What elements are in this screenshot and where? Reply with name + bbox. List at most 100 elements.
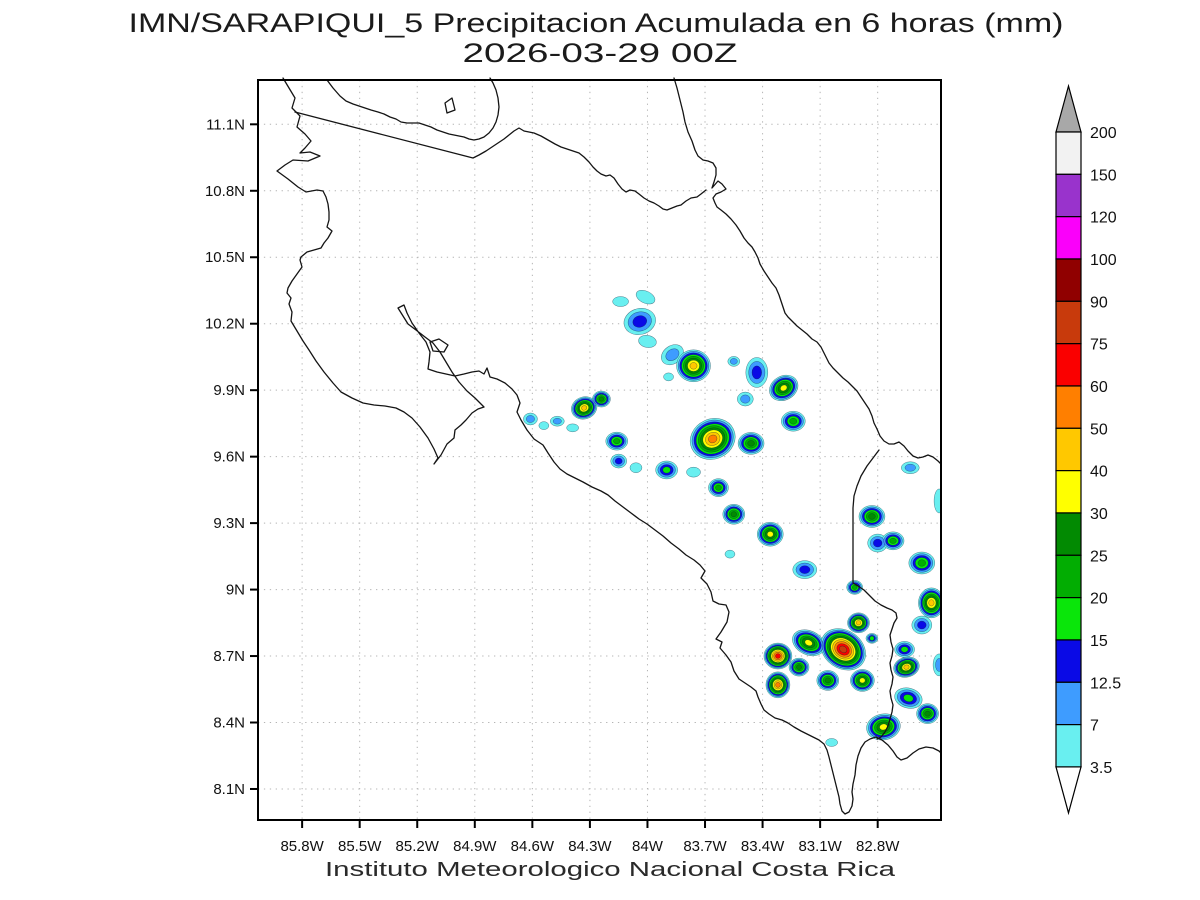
precip-contour (796, 664, 802, 670)
precip-contour (662, 466, 671, 474)
colorbar-swatch (1055, 681, 1082, 726)
y-tick-label: 9.3N (213, 515, 245, 532)
colorbar-swatch (1055, 131, 1082, 175)
precip-contour (635, 289, 656, 305)
precip-contour (873, 538, 883, 548)
precip-contour (715, 484, 722, 491)
precip-contour (852, 584, 858, 590)
precip-contour (917, 620, 927, 630)
x-tick-label: 83.1W (798, 838, 842, 855)
precip-contour (730, 511, 737, 518)
y-tick-label: 10.2N (205, 316, 245, 333)
precip-contour (566, 423, 579, 433)
precip-contour (928, 599, 935, 607)
precip-contour (538, 421, 550, 430)
precip-contour (598, 396, 605, 402)
x-tick-label: 82.8W (856, 838, 900, 855)
x-tick-label: 85.5W (338, 838, 382, 855)
chart-footer: Instituto Meteorologico Nacional Costa R… (325, 859, 896, 881)
precip-contour (804, 639, 813, 647)
colorbar-label: 50 (1090, 421, 1108, 438)
x-tick-label: 84.6W (511, 838, 555, 855)
precip-contour (751, 365, 762, 380)
precip-contour (824, 677, 831, 684)
precip-contour (825, 738, 838, 747)
colorbar-swatch (1055, 258, 1082, 302)
precip-contour (663, 372, 674, 382)
precip-contour (868, 513, 876, 520)
colorbar-label: 120 (1090, 210, 1117, 227)
precip-contour (612, 296, 629, 307)
y-tick-label: 10.5N (205, 249, 245, 266)
y-tick-label: 9N (226, 582, 245, 599)
colorbar-label: 25 (1090, 548, 1108, 565)
precip-contour (869, 635, 875, 641)
precip-contour (689, 362, 698, 370)
x-tick-label: 84W (632, 838, 664, 855)
precip-contour (904, 463, 916, 472)
colorbar-swatch (1055, 427, 1082, 472)
y-tick-label: 9.9N (213, 382, 245, 399)
precip-contour (665, 348, 680, 361)
y-tick-label: 8.1N (213, 781, 245, 798)
colorbar-label: 7 (1090, 718, 1099, 735)
colorbar-swatch (1055, 724, 1082, 768)
y-tick-label: 8.7N (213, 648, 245, 665)
coastline-path (326, 77, 500, 141)
coastline-path (673, 77, 942, 465)
precip-contour (775, 653, 781, 659)
axes-layer: 85.8W 85.5W 85.2W 84.9W 84.6W 84.3W 84W 83.7W 83… (205, 116, 900, 854)
coastline-path (429, 338, 449, 353)
colorbar-label: 60 (1090, 379, 1108, 396)
colorbar-label: 200 (1090, 125, 1117, 142)
colorbar-label: 90 (1090, 294, 1108, 311)
precip-contour (900, 646, 909, 653)
x-tick-label: 84.9W (453, 838, 497, 855)
y-tick-label: 10.8N (205, 183, 245, 200)
y-tick-label: 9.6N (213, 449, 245, 466)
map-frame (257, 79, 942, 821)
precip-contour (889, 537, 897, 544)
precip-contour (552, 417, 562, 425)
coastline-path (294, 111, 707, 211)
precip-contour (747, 440, 755, 447)
precip-contour (613, 438, 621, 445)
chart-title: IMN/SARAPIQUI_5 Precipitacion Acumulada … (129, 8, 1064, 38)
chart-subtitle: 2026-03-29 00Z (463, 38, 738, 68)
precip-contour (903, 664, 910, 670)
precip-contour (708, 434, 718, 444)
precip-contour (581, 405, 588, 411)
colorbar-swatch (1055, 343, 1082, 387)
precip-contour (935, 658, 941, 672)
colorbar-label: 30 (1090, 506, 1108, 523)
precip-contour (799, 565, 811, 574)
colorbar-swatch (1055, 639, 1082, 683)
precip-contour (614, 457, 623, 465)
precip-contour (740, 394, 751, 404)
colorbar-swatch (1055, 216, 1082, 260)
precip-contour (933, 488, 941, 514)
colorbar-swatch (1055, 173, 1082, 218)
precip-contour (924, 710, 931, 717)
precip-contour (526, 415, 535, 423)
precip-contour (632, 315, 647, 328)
precip-contour (724, 549, 736, 559)
precip-contour (729, 358, 738, 365)
precip-contour (766, 531, 774, 538)
y-tick-label: 8.4N (213, 715, 245, 732)
coastline-path (852, 449, 898, 740)
colorbar-label: 150 (1090, 167, 1117, 184)
precip-contour (638, 335, 657, 348)
colorbar-label: 15 (1090, 633, 1108, 650)
precip-contour (855, 620, 862, 626)
colorbar-swatch (1055, 597, 1082, 641)
colorbar-swatch (1055, 470, 1082, 514)
precip-contour (839, 645, 848, 654)
x-tick-label: 84.3W (568, 838, 612, 855)
colorbar-label: 20 (1090, 591, 1108, 608)
colorbar: 200 150 120 100 90 75 60 50 40 30 25 20 15 12.5 7 3.5 (1055, 83, 1121, 816)
precip-contour (859, 677, 866, 684)
precip-contour (629, 462, 643, 473)
